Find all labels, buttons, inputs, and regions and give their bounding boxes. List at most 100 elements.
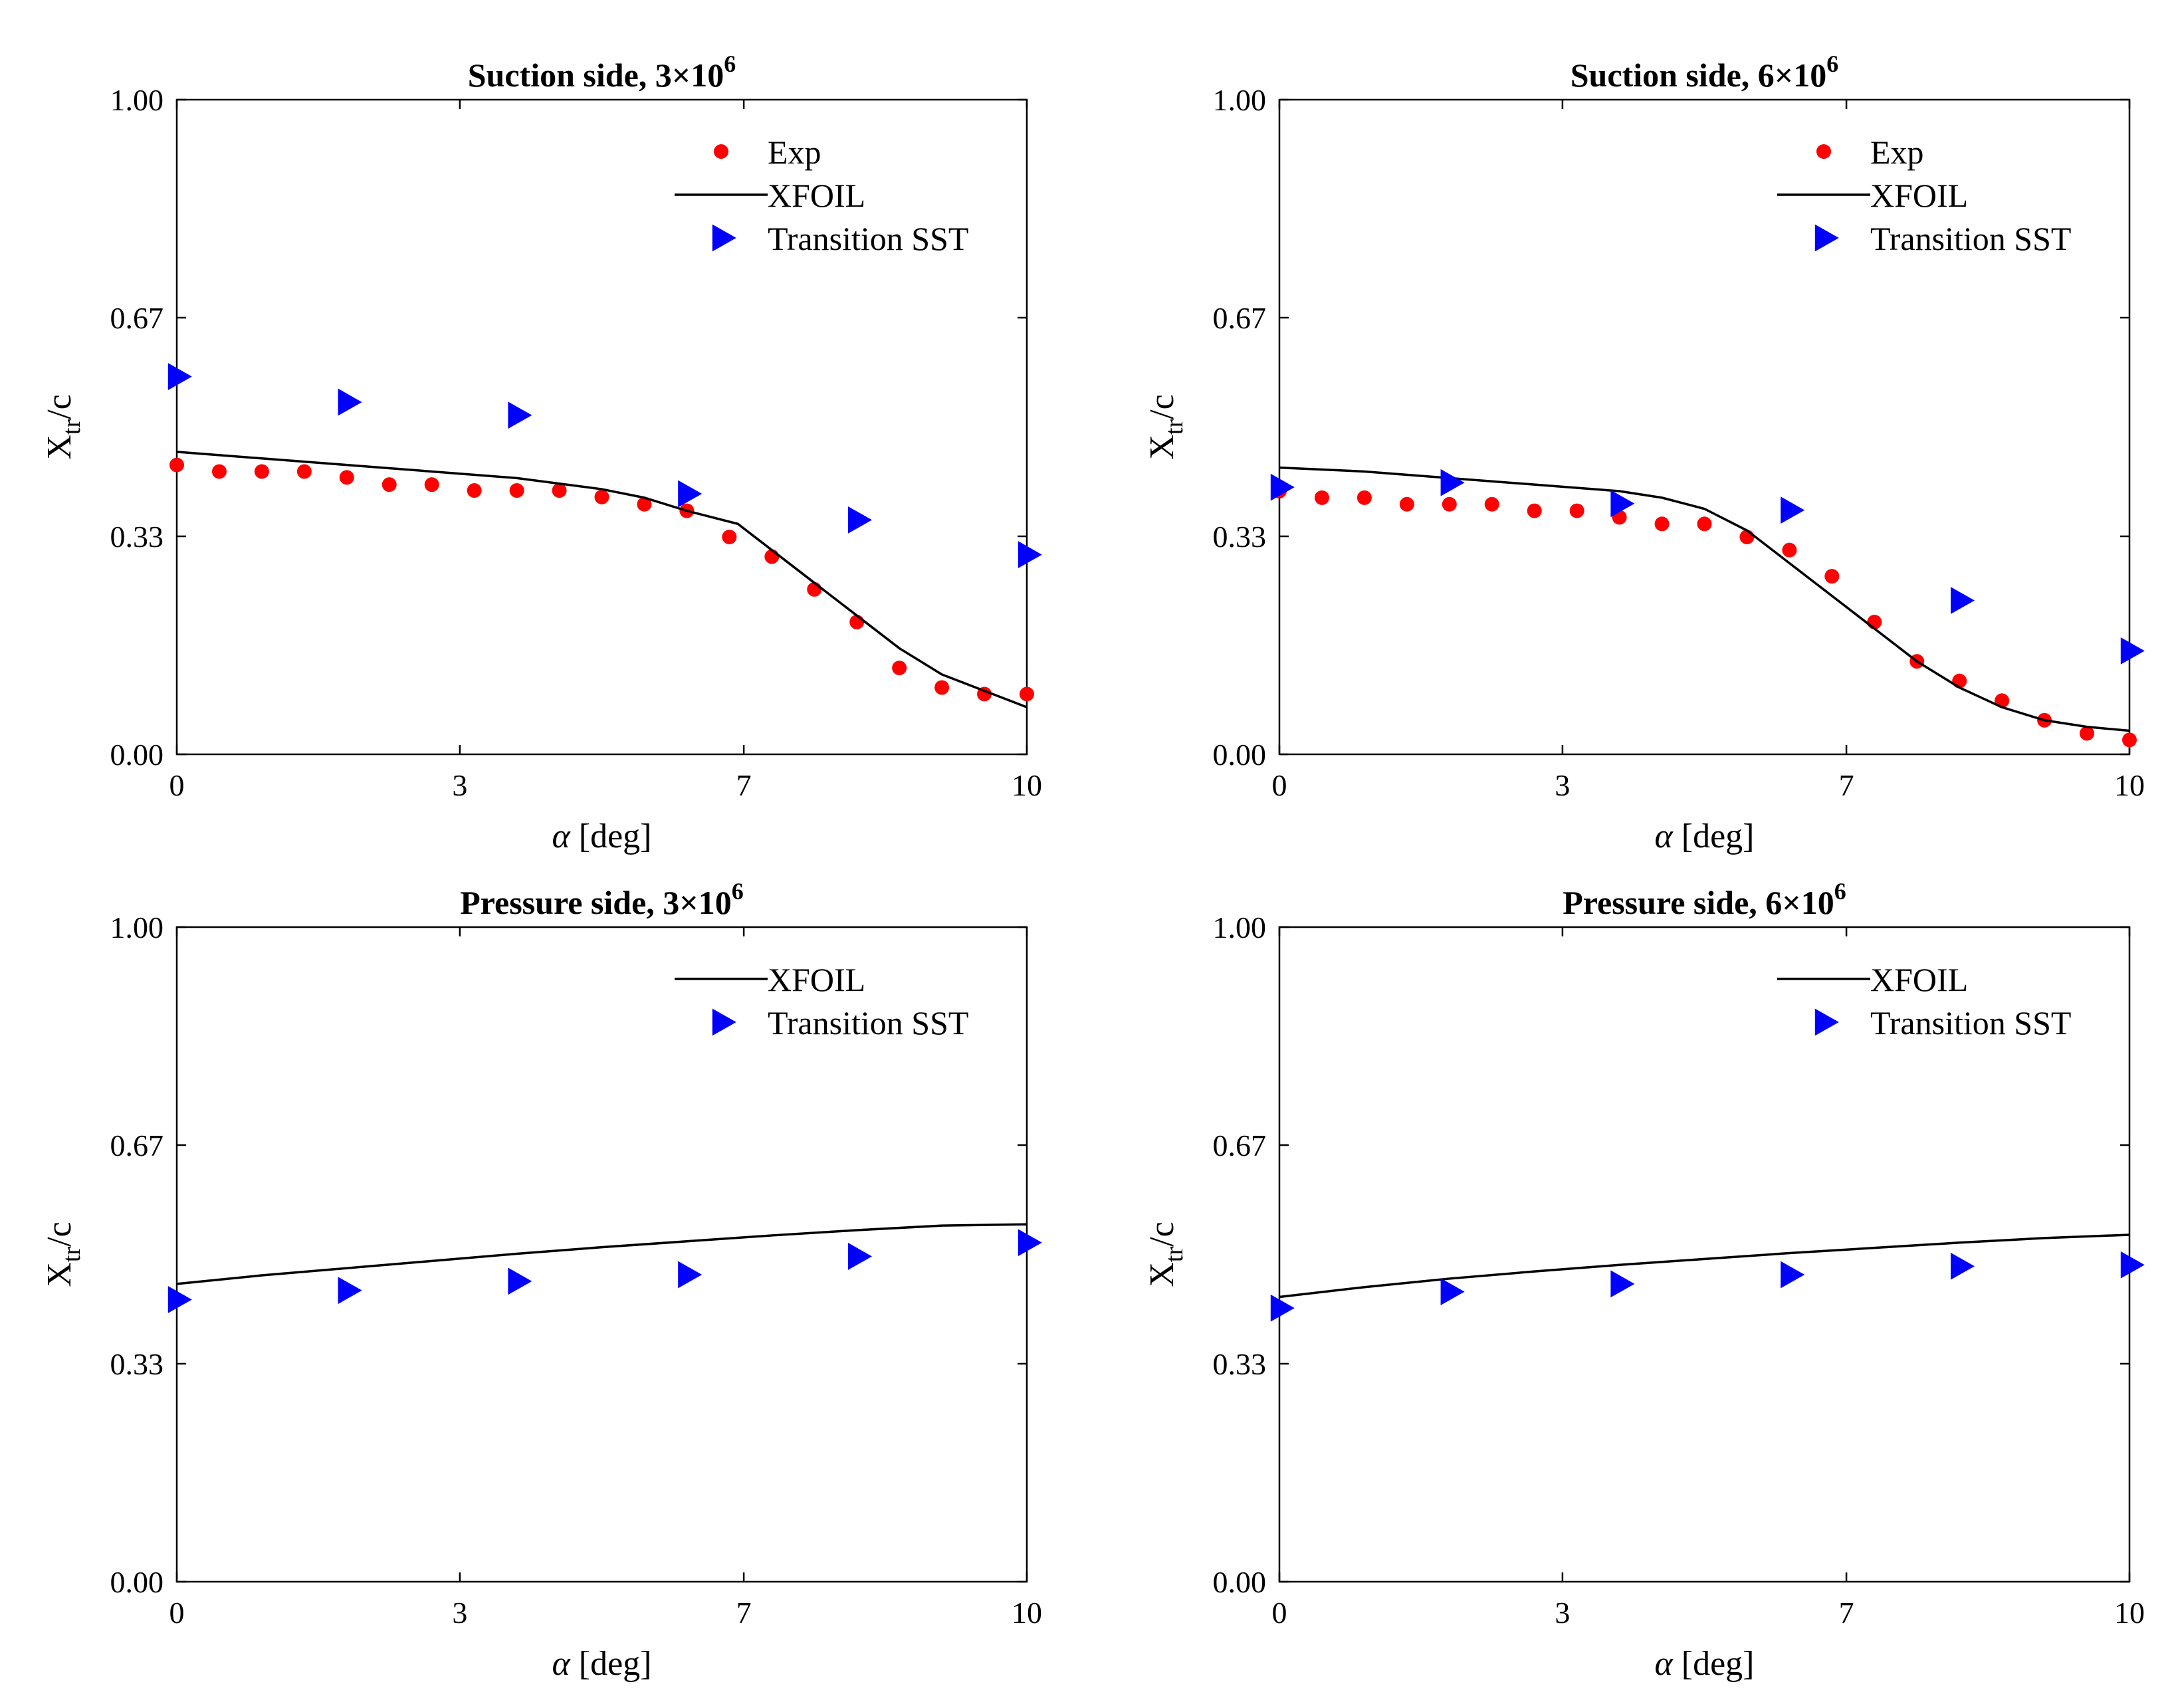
exp-point (509, 483, 524, 498)
y-tick-label: 0.00 (110, 738, 164, 772)
y-label-main: X (1143, 435, 1181, 460)
exp-point (296, 464, 312, 479)
exp-point (2080, 726, 2095, 741)
x-tick-label: 0 (169, 768, 185, 802)
y-label-sub: tr (1160, 1247, 1188, 1263)
y-tick-label: 0.00 (1213, 738, 1267, 772)
sst-point (1440, 1278, 1465, 1306)
x-tick-label: 10 (2114, 768, 2145, 802)
y-label-sub: tr (58, 419, 86, 435)
sst-point (1951, 1252, 1975, 1280)
legend-sst-marker (712, 224, 736, 252)
sst-point (1781, 1261, 1805, 1289)
y-label-tail: /c (41, 394, 78, 419)
exp-point (1782, 542, 1797, 558)
y-label-main: X (41, 1262, 78, 1287)
chart-title: Suction side, 3×106 (468, 51, 736, 94)
sst-point (1018, 541, 1042, 568)
legend-label: XFOIL (768, 961, 865, 998)
legend-label: Transition SST (1870, 220, 2071, 257)
exp-point (1484, 496, 1499, 512)
sst-point (1270, 1294, 1295, 1322)
x-tick-label: 7 (1839, 1596, 1854, 1630)
x-tick-label: 3 (1555, 768, 1570, 802)
y-tick-label: 0.67 (1213, 301, 1267, 335)
sst-point (678, 480, 703, 508)
exp-point (934, 680, 950, 695)
legend-label: Transition SST (768, 220, 968, 257)
legend-label: Transition SST (768, 1004, 968, 1041)
exp-point (1020, 687, 1034, 702)
sst-point (167, 363, 192, 391)
sst-point (338, 388, 362, 416)
legend-label: Exp (768, 134, 821, 171)
legend-label: XFOIL (1870, 961, 1968, 998)
x-axis-label: α [deg] (1654, 1645, 1754, 1683)
xfoil-line (176, 451, 1028, 708)
alpha-symbol: α (1654, 817, 1674, 855)
y-label-tail: /c (1143, 394, 1181, 419)
legend: XFOIL Transition SST (1777, 961, 2071, 1041)
y-label-tail: /c (1143, 1222, 1181, 1247)
y-tick-label: 1.00 (110, 83, 164, 117)
x-axis-unit: [deg] (570, 817, 652, 855)
y-axis-label: Xtr/c (1143, 1222, 1188, 1287)
plot-area (1278, 98, 2131, 756)
sst-point (2120, 637, 2145, 665)
x-tick-label: 0 (1272, 768, 1287, 802)
exp-point (1314, 490, 1329, 505)
title-exponent: 6 (724, 51, 736, 77)
x-tick-label: 10 (1012, 768, 1042, 802)
y-tick-label: 1.00 (1213, 910, 1267, 944)
legend-sst-marker (712, 1008, 736, 1036)
exp-point (1654, 516, 1670, 532)
chart-title: Pressure side, 3×106 (460, 878, 744, 921)
exp-point (2122, 732, 2137, 748)
x-axis-unit: [deg] (1673, 1645, 1755, 1683)
x-axis-label: α [deg] (1654, 817, 1754, 855)
chart-panel-3: 0 3 7 10 0.00 0.33 0.67 1.00 Pressure side, 3×10… (41, 878, 1042, 1683)
y-tick-label: 0.33 (1213, 520, 1267, 554)
sst-point (1951, 587, 1975, 614)
legend-label: XFOIL (1870, 177, 1968, 214)
sst-point (1270, 473, 1295, 501)
legend: Exp XFOIL Transition SST (1777, 134, 2071, 257)
sst-point (1018, 1229, 1042, 1257)
sst-point (2120, 1251, 2145, 1279)
x-tick-label: 10 (2114, 1596, 2145, 1630)
legend-label: Transition SST (1870, 1004, 2071, 1041)
plot-area (175, 926, 1028, 1583)
sst-point (338, 1277, 362, 1305)
exp-point (424, 477, 439, 492)
exp-point (169, 457, 184, 473)
exp-point (1357, 490, 1372, 505)
chart-title: Suction side, 6×106 (1571, 51, 1839, 94)
xfoil-line (1279, 1233, 2130, 1299)
exp-point (637, 496, 652, 512)
legend-sst-marker (1814, 224, 1839, 252)
exp-point (594, 489, 609, 504)
legend-exp-marker (1816, 144, 1831, 159)
x-tick-label: 7 (736, 768, 752, 802)
sst-point (1440, 469, 1465, 496)
sst-point (167, 1286, 192, 1313)
alpha-symbol: α (1654, 1645, 1674, 1683)
y-tick-label: 0.33 (110, 520, 164, 554)
exp-point (211, 464, 227, 479)
alpha-symbol: α (552, 1645, 571, 1683)
exp-point (254, 464, 269, 479)
y-tick-label: 0.33 (110, 1347, 164, 1381)
exp-point (1952, 673, 1967, 689)
y-label-tail: /c (41, 1222, 78, 1247)
y-axis-label: Xtr/c (41, 394, 86, 459)
legend-exp-marker (714, 144, 728, 159)
sst-point (1610, 490, 1635, 518)
legend: XFOIL Transition SST (675, 961, 968, 1041)
x-tick-label: 7 (736, 1596, 752, 1630)
x-axis-label: α [deg] (552, 1645, 651, 1683)
exp-point (339, 470, 354, 485)
sst-point (508, 1267, 532, 1295)
x-axis-unit: [deg] (1673, 817, 1755, 855)
x-tick-label: 3 (1555, 1596, 1570, 1630)
y-tick-label: 1.00 (1213, 83, 1267, 117)
